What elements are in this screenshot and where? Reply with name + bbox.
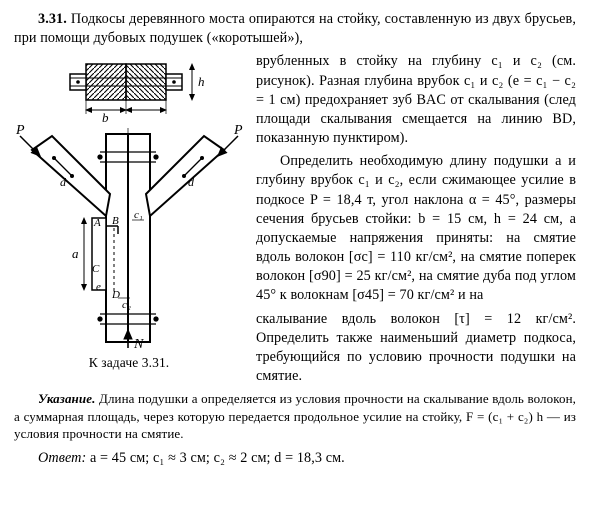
answer-label: Ответ: <box>38 450 86 466</box>
hint-label: Указание. <box>38 391 95 406</box>
label-d-right: d <box>188 175 195 189</box>
figure-block: h b <box>14 58 244 372</box>
figure-drawing: h b <box>14 58 244 348</box>
label-P-left: P <box>15 123 25 138</box>
label-D: D <box>111 289 120 301</box>
problem-number: 3.31. <box>38 11 67 27</box>
label-C: C <box>92 263 100 275</box>
label-b: b <box>102 110 109 125</box>
hint-paragraph: Указание. Длина подушки a определяется и… <box>14 390 576 443</box>
answer-text: a = 45 см; c₁ ≈ 3 см; c₂ ≈ 2 см; d = 18,… <box>90 450 345 466</box>
figure-caption: К задаче 3.31. <box>14 354 244 372</box>
label-h: h <box>198 74 205 89</box>
label-c1: c₁ <box>134 209 143 221</box>
problem-lead: 3.31. Подкосы деревянного моста опираютс… <box>14 10 576 48</box>
label-P-right: P <box>233 123 243 138</box>
label-B: B <box>112 215 119 227</box>
label-d-left: d <box>60 175 67 189</box>
label-a: a <box>72 246 79 261</box>
lead-text: Подкосы деревянного моста опираются на с… <box>14 11 576 46</box>
label-N: N <box>133 337 144 348</box>
label-c2: c₂ <box>122 299 131 311</box>
label-A: A <box>93 217 101 229</box>
hint-text: Длина подушки a определяется из условия … <box>14 391 576 441</box>
answer-line: Ответ: a = 45 см; c₁ ≈ 3 см; c₂ ≈ 2 см; … <box>14 449 576 468</box>
label-e: e <box>96 281 101 293</box>
